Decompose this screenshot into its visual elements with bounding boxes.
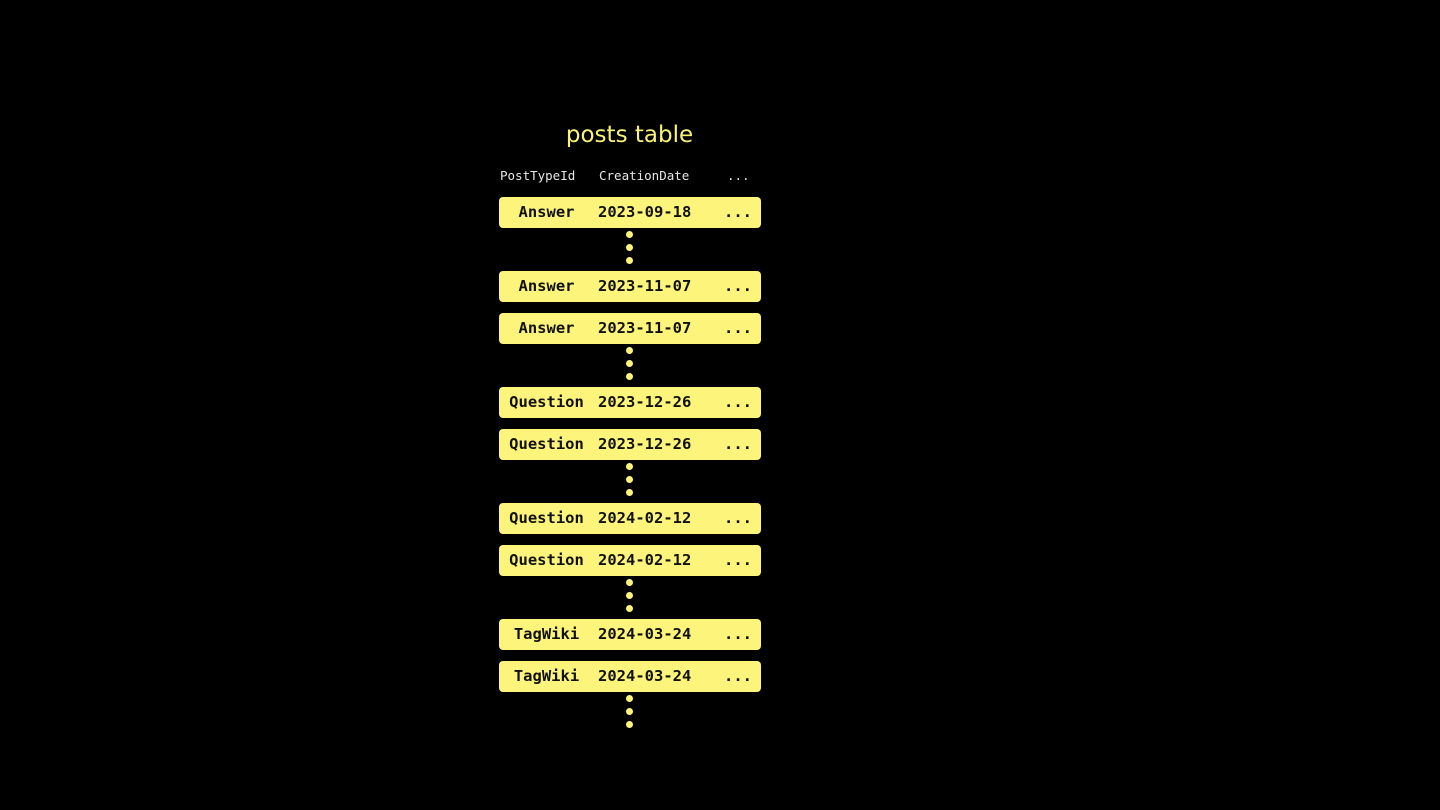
ellipsis-dot [626, 708, 633, 715]
more-cell: ... [724, 551, 752, 569]
post-type-cell: Question [509, 435, 584, 453]
creation-date-cell: 2023-12-26 [598, 393, 692, 411]
post-type-cell: Question [509, 551, 584, 569]
post-type-cell: Question [509, 393, 584, 411]
ellipsis-dot [626, 244, 633, 251]
column-header-posttypeid: PostTypeId [500, 168, 576, 183]
post-type-cell: Answer [518, 319, 575, 337]
creation-date-cell: 2024-03-24 [598, 625, 692, 643]
table-row: Question 2023-12-26... [499, 429, 761, 460]
more-cell: ... [724, 625, 752, 643]
table-row: Question 2023-12-26... [499, 387, 761, 418]
more-cell: ... [724, 277, 752, 295]
post-type-cell: Question [509, 509, 584, 527]
table-row: Question 2024-02-12... [499, 545, 761, 576]
ellipsis-dot [626, 721, 633, 728]
creation-date-cell: 2024-02-12 [598, 551, 692, 569]
post-type-cell: Answer [518, 277, 575, 295]
ellipsis-dot [626, 463, 633, 470]
post-type-cell: Answer [518, 203, 575, 221]
table-row: Answer 2023-11-07... [499, 271, 761, 302]
ellipsis-dot [626, 347, 633, 354]
table-row: Answer 2023-09-18... [499, 197, 761, 228]
more-cell: ... [724, 435, 752, 453]
more-cell: ... [724, 203, 752, 221]
diagram-title: posts table [565, 122, 694, 148]
table-row: TagWiki 2024-03-24... [499, 661, 761, 692]
column-header-creationdate: CreationDate [599, 168, 690, 183]
post-type-cell: TagWiki [513, 625, 580, 643]
ellipsis-dot [626, 476, 633, 483]
creation-date-cell: 2023-12-26 [598, 435, 692, 453]
ellipsis-dot [626, 231, 633, 238]
ellipsis-dot [626, 257, 633, 264]
creation-date-cell: 2024-02-12 [598, 509, 692, 527]
ellipsis-dot [626, 489, 633, 496]
post-type-cell: TagWiki [513, 667, 580, 685]
table-row: TagWiki 2024-03-24... [499, 619, 761, 650]
creation-date-cell: 2023-11-07 [598, 277, 692, 295]
ellipsis-dot [626, 360, 633, 367]
creation-date-cell: 2023-11-07 [598, 319, 692, 337]
ellipsis-dot [626, 579, 633, 586]
column-header-more: ... [727, 168, 750, 183]
creation-date-cell: 2023-09-18 [598, 203, 692, 221]
table-row: Question 2024-02-12... [499, 503, 761, 534]
more-cell: ... [724, 667, 752, 685]
ellipsis-dot [626, 695, 633, 702]
ellipsis-dot [626, 373, 633, 380]
ellipsis-dot [626, 605, 633, 612]
more-cell: ... [724, 319, 752, 337]
table-row: Answer 2023-11-07... [499, 313, 761, 344]
ellipsis-dot [626, 592, 633, 599]
creation-date-cell: 2024-03-24 [598, 667, 692, 685]
more-cell: ... [724, 393, 752, 411]
more-cell: ... [724, 509, 752, 527]
